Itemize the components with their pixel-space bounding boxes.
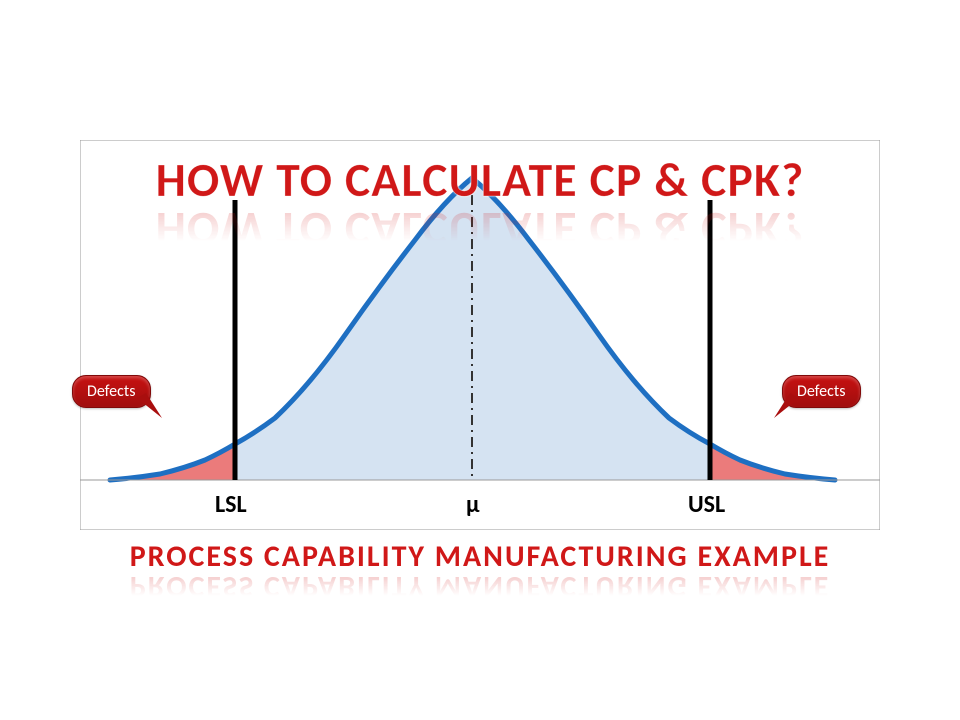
defects-bubble-right: Defects xyxy=(782,375,861,408)
usl-label: USL xyxy=(688,490,725,519)
defects-bubble-left: Defects xyxy=(72,375,151,408)
lsl-label: LSL xyxy=(215,490,247,519)
subtitle: PROCESS CAPABILITY MANUFACTURING EXAMPLE xyxy=(0,538,960,575)
speech-tail-left-icon xyxy=(132,393,172,423)
mu-label: μ xyxy=(466,490,480,519)
speech-tail-right-icon xyxy=(764,393,804,423)
title: HOW TO CALCULATE CP & CPK? xyxy=(0,150,960,209)
title-text: HOW TO CALCULATE CP & CPK? xyxy=(156,150,805,209)
